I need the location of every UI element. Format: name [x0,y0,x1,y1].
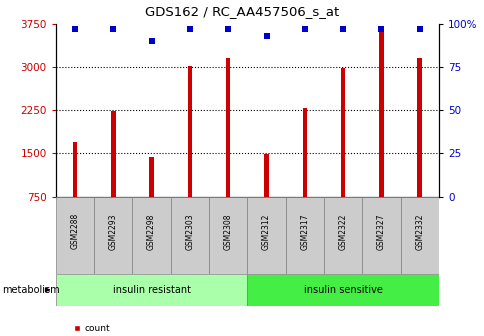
Text: GSM2308: GSM2308 [223,213,232,250]
Text: GSM2298: GSM2298 [147,213,156,250]
Point [147,38,155,44]
Bar [209,197,247,274]
Bar [73,142,77,197]
Text: GSM2303: GSM2303 [185,213,194,250]
Bar [247,197,285,274]
Point [415,26,423,31]
Bar [285,197,323,274]
Point [377,26,384,31]
Bar [187,66,192,197]
Bar [378,28,383,197]
Point [300,26,308,31]
Text: GSM2312: GSM2312 [261,213,271,250]
Point [338,26,346,31]
Bar [94,197,132,274]
Bar [362,197,400,274]
Bar [400,197,438,274]
Text: GSM2317: GSM2317 [300,213,309,250]
Point [185,26,193,31]
Point [71,26,78,31]
Bar [264,154,268,197]
Text: metabolism: metabolism [2,285,60,295]
Bar [302,108,306,197]
Bar [132,197,170,274]
Point [262,33,270,38]
Text: GSM2327: GSM2327 [376,213,385,250]
Bar [111,111,115,197]
Point [224,26,231,31]
Text: GSM2288: GSM2288 [70,213,79,249]
Text: insulin sensitive: insulin sensitive [303,285,382,295]
Bar [247,274,438,306]
Bar [56,274,247,306]
Text: insulin resistant: insulin resistant [112,285,190,295]
Bar [149,157,153,197]
Point [109,26,117,31]
Text: GSM2332: GSM2332 [414,213,424,250]
Bar [170,197,209,274]
Legend: count, percentile rank within the sample: count, percentile rank within the sample [70,320,241,336]
Text: GSM2293: GSM2293 [108,213,118,250]
Bar [340,68,345,197]
Text: GDS162 / RC_AA457506_s_at: GDS162 / RC_AA457506_s_at [145,5,339,18]
Bar [417,58,421,197]
Bar [56,197,94,274]
Bar [323,197,362,274]
Text: GSM2322: GSM2322 [338,213,347,250]
Bar [226,58,230,197]
